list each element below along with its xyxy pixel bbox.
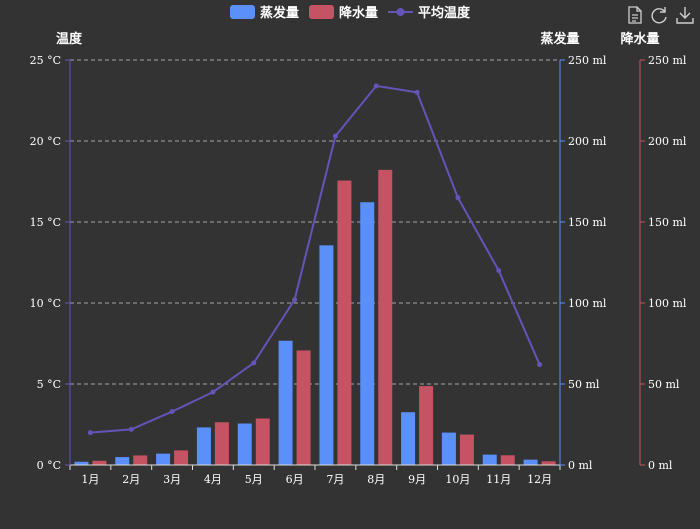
precipitation-tick-label: 150 ml — [648, 216, 687, 229]
temperature-point[interactable] — [292, 297, 298, 303]
temperature-axis-title: 温度 — [56, 31, 83, 47]
x-tick-label: 10月 — [445, 473, 470, 486]
precipitation-tick-label: 100 ml — [648, 297, 687, 310]
temperature-point[interactable] — [251, 360, 257, 366]
precipitation-bar[interactable] — [500, 455, 515, 465]
temperature-tick-label: 15 °C — [30, 216, 61, 229]
temperature-tick-label: 0 °C — [37, 459, 61, 472]
toolbox — [626, 6, 694, 24]
restore-icon[interactable] — [650, 6, 668, 24]
legend-label: 降水量 — [339, 5, 378, 21]
temperature-point[interactable] — [332, 133, 338, 139]
temperature-line — [90, 84, 541, 434]
precipitation-bar[interactable] — [296, 350, 311, 465]
precipitation-bar[interactable] — [214, 422, 229, 465]
legend-label: 蒸发量 — [260, 5, 299, 21]
temperature-point[interactable] — [373, 83, 379, 89]
precipitation-axis-title: 降水量 — [620, 31, 659, 47]
evaporation-tick-label: 50 ml — [568, 378, 600, 391]
temperature-point[interactable] — [169, 409, 175, 415]
evaporation-bar[interactable] — [319, 245, 334, 465]
evaporation-axis-title: 蒸发量 — [540, 31, 579, 47]
axes: 1月 2月 3月 4月 5月 6月 7月 8月 9月 10月 11月 12月 0 °C 5 °C 10 °C… — [30, 54, 687, 486]
evaporation-tick-label: 250 ml — [568, 54, 607, 67]
temperature-point[interactable] — [210, 389, 216, 395]
x-tick-label: 8月 — [367, 473, 385, 486]
x-tick-label: 9月 — [408, 473, 426, 486]
legend-swatch — [230, 5, 255, 19]
precipitation-bar[interactable] — [378, 169, 393, 465]
precipitation-tick-label: 250 ml — [648, 54, 687, 67]
x-tick-label: 4月 — [204, 473, 222, 486]
x-tick-label: 6月 — [286, 473, 304, 486]
evaporation-bar[interactable] — [156, 453, 171, 465]
x-tick-label: 12月 — [527, 473, 552, 486]
legend-marker — [396, 8, 405, 16]
precipitation-tick-label: 200 ml — [648, 135, 687, 148]
legend-label: 平均温度 — [418, 5, 471, 21]
precipitation-bar[interactable] — [337, 180, 352, 465]
x-tick-label: 2月 — [122, 473, 140, 486]
evaporation-bar[interactable] — [237, 423, 252, 465]
x-tick-label: 1月 — [81, 473, 99, 486]
temperature-point[interactable] — [455, 195, 461, 201]
x-tick-label: 3月 — [163, 473, 181, 486]
temperature-tick-label: 5 °C — [37, 378, 61, 391]
legend-item[interactable]: 降水量 — [309, 5, 378, 21]
evaporation-bar[interactable] — [482, 454, 497, 465]
temperature-tick-label: 25 °C — [30, 54, 61, 67]
precipitation-bar[interactable] — [541, 461, 556, 465]
precipitation-bar[interactable] — [459, 434, 474, 465]
temperature-point[interactable] — [128, 426, 134, 432]
precipitation-tick-label: 0 ml — [648, 459, 673, 472]
evaporation-bar[interactable] — [441, 432, 456, 465]
temperature-point[interactable] — [414, 89, 420, 95]
evaporation-tick-label: 0 ml — [568, 459, 593, 472]
x-tick-label: 7月 — [326, 473, 344, 486]
evaporation-bar[interactable] — [115, 457, 130, 465]
evaporation-tick-label: 150 ml — [568, 216, 607, 229]
save-image-icon[interactable] — [676, 6, 694, 24]
precipitation-bar[interactable] — [255, 418, 270, 465]
precipitation-bar[interactable] — [174, 450, 189, 465]
temperature-line-series — [87, 83, 543, 436]
legend: 蒸发量 降水量 平均温度 — [230, 5, 471, 21]
temperature-point[interactable] — [537, 362, 543, 368]
evaporation-tick-label: 100 ml — [568, 297, 607, 310]
data-view-icon[interactable] — [626, 6, 644, 24]
precipitation-tick-label: 50 ml — [648, 378, 680, 391]
temperature-point[interactable] — [496, 268, 502, 274]
legend-swatch — [309, 5, 334, 19]
evaporation-bar[interactable] — [74, 461, 89, 465]
temperature-point[interactable] — [87, 430, 93, 436]
precipitation-bar[interactable] — [133, 455, 148, 465]
bars — [74, 169, 556, 465]
precipitation-bar[interactable] — [419, 386, 434, 465]
evaporation-bar[interactable] — [196, 427, 211, 465]
evaporation-bar[interactable] — [278, 340, 293, 465]
temperature-tick-label: 10 °C — [30, 297, 61, 310]
x-tick-label: 5月 — [245, 473, 263, 486]
x-tick-label: 11月 — [486, 473, 511, 486]
precipitation-bar[interactable] — [92, 460, 107, 465]
evaporation-bar[interactable] — [401, 412, 416, 465]
legend-item[interactable]: 平均温度 — [388, 5, 471, 21]
legend-item[interactable]: 蒸发量 — [230, 5, 299, 21]
temperature-tick-label: 20 °C — [30, 135, 61, 148]
evaporation-bar[interactable] — [360, 202, 375, 465]
evaporation-bar[interactable] — [523, 459, 538, 465]
evaporation-tick-label: 200 ml — [568, 135, 607, 148]
